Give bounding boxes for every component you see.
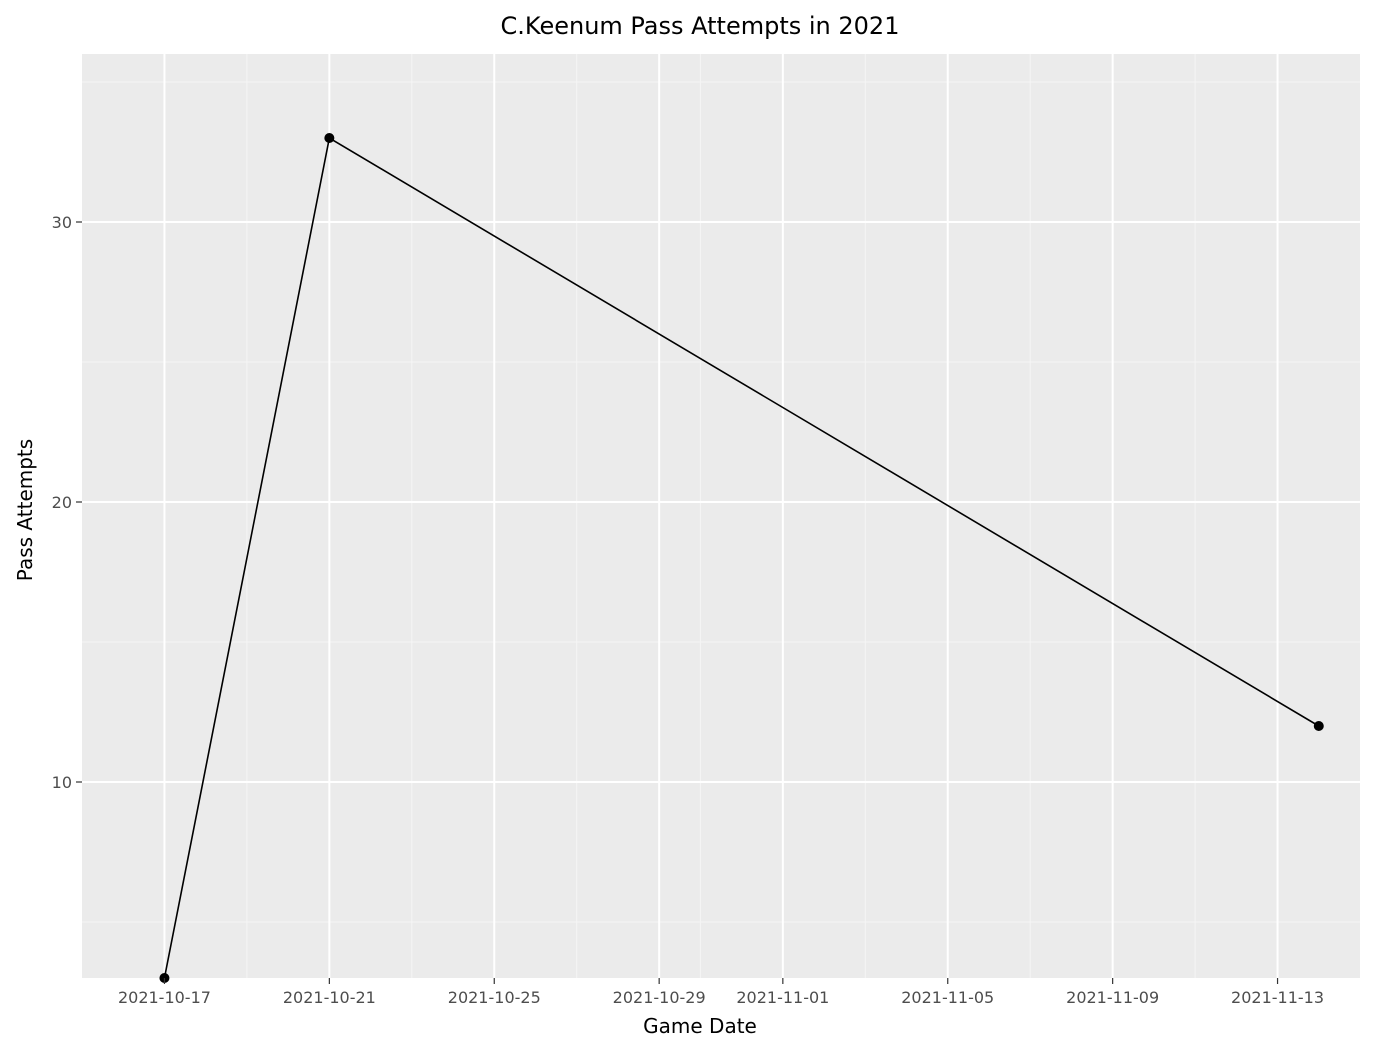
x-tick-label: 2021-11-01 xyxy=(736,988,829,1007)
y-tick-label: 20 xyxy=(52,493,72,512)
plot-panel xyxy=(82,54,1360,978)
x-tick-label: 2021-10-21 xyxy=(283,988,376,1007)
y-tick-label: 30 xyxy=(52,213,72,232)
minor-y-gridlines xyxy=(82,81,1360,923)
chart-title: C.Keenum Pass Attempts in 2021 xyxy=(501,12,900,40)
x-tick-label: 2021-11-09 xyxy=(1066,988,1159,1007)
data-point xyxy=(324,133,335,143)
x-tick-label: 2021-10-29 xyxy=(613,988,706,1007)
x-tick-label: 2021-11-05 xyxy=(901,988,994,1007)
y-tick-label: 10 xyxy=(52,773,72,792)
y-axis-ticks: 10 20 30 xyxy=(52,213,82,792)
major-y-gridlines xyxy=(82,221,1360,783)
major-x-gridlines xyxy=(163,54,1279,978)
x-axis-title: Game Date xyxy=(643,1014,757,1038)
x-tick-label: 2021-10-17 xyxy=(118,988,211,1007)
x-tick-label: 2021-10-25 xyxy=(448,988,541,1007)
minor-x-gridlines xyxy=(246,54,1196,978)
y-axis-title: Pass Attempts xyxy=(13,439,37,581)
data-point xyxy=(1313,721,1324,731)
x-tick-label: 2021-11-13 xyxy=(1231,988,1324,1007)
x-axis-ticks: 2021-10-17 2021-10-21 2021-10-25 2021-10-29… xyxy=(118,978,1324,1007)
